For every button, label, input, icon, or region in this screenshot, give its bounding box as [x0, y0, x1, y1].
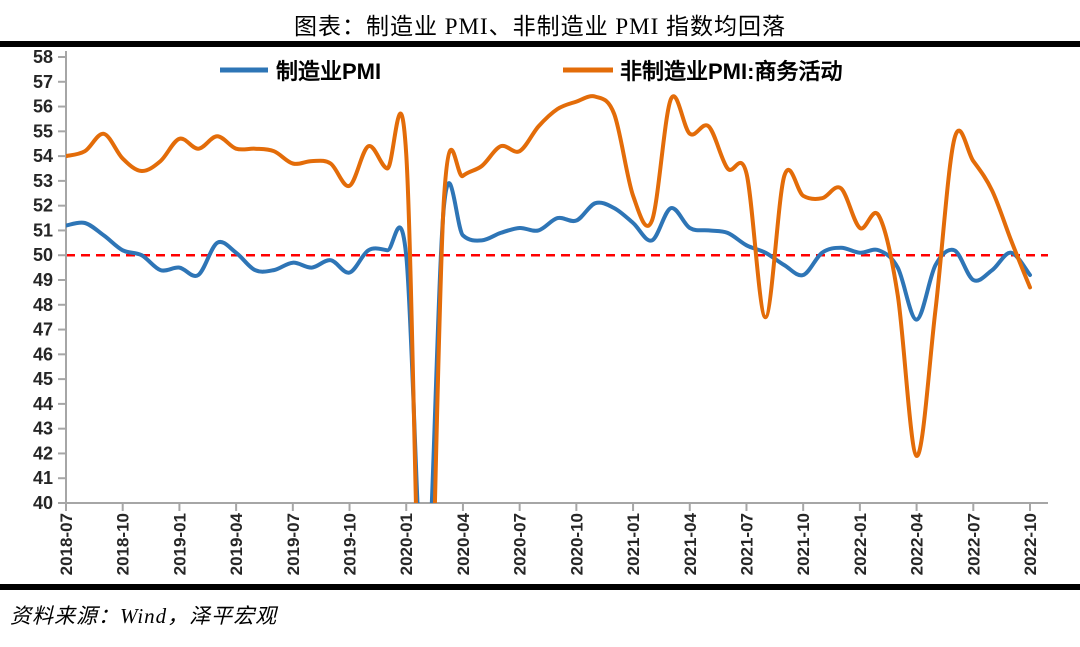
chart-title: 图表：制造业 PMI、非制造业 PMI 指数均回落 [293, 14, 787, 39]
x-tick-label: 2019-10 [341, 513, 360, 575]
legend-label-manufacturing-pmi: 制造业PMI [276, 59, 381, 84]
y-tick-label: 40 [33, 493, 53, 513]
series-line-1 [66, 94, 1032, 503]
y-tick-label: 47 [33, 320, 53, 340]
y-axis: 40 41 42 43 44 45 46 47 48 49 50 51 52 53 54 55 56 57 58 [33, 47, 67, 513]
y-tick-label: 44 [33, 394, 53, 414]
y-tick-label: 43 [33, 419, 53, 439]
legend-label-nonmanufacturing-pmi: 非制造业PMI:商务活动 [620, 59, 842, 84]
x-tick-label: 2021-10 [794, 513, 813, 575]
x-tick-label: 2022-04 [908, 512, 927, 575]
source-note: 资料来源：Wind，泽平宏观 [10, 604, 278, 628]
y-tick-label: 41 [33, 468, 53, 488]
x-tick-label: 2018-07 [57, 513, 76, 575]
series-lines [66, 94, 1032, 503]
series-line-0 [66, 181, 1032, 503]
y-tick-label: 57 [33, 72, 53, 92]
y-tick-label: 53 [33, 171, 53, 191]
bottom-divider [0, 584, 1080, 590]
y-tick-label: 42 [33, 443, 53, 463]
x-tick-label: 2022-10 [1021, 513, 1040, 575]
x-tick-label: 2019-04 [227, 512, 246, 575]
y-tick-label: 51 [33, 220, 53, 240]
x-tick-label: 2020-04 [454, 512, 473, 575]
top-divider [0, 41, 1080, 47]
y-tick-label: 52 [33, 196, 53, 216]
y-tick-label: 54 [33, 146, 53, 166]
y-tick-label: 46 [33, 344, 53, 364]
y-tick-label: 49 [33, 270, 53, 290]
y-tick-label: 56 [33, 97, 53, 117]
x-tick-label: 2021-01 [624, 513, 643, 575]
y-tick-label: 55 [33, 121, 53, 141]
x-tick-label: 2020-07 [511, 513, 530, 575]
x-tick-label: 2019-07 [284, 513, 303, 575]
y-tick-label: 58 [33, 47, 53, 67]
x-tick-label: 2022-01 [851, 513, 870, 575]
x-tick-label: 2020-10 [567, 513, 586, 575]
x-tick-label: 2021-07 [737, 513, 756, 575]
x-tick-label: 2021-04 [681, 512, 700, 575]
y-tick-label: 50 [33, 245, 53, 265]
x-tick-label: 2018-10 [114, 513, 133, 575]
y-tick-label: 45 [33, 369, 53, 389]
x-tick-label: 2022-07 [964, 513, 983, 575]
legend: 制造业PMI 非制造业PMI:商务活动 [220, 59, 842, 84]
x-axis: 2018-07 2018-10 2019-01 2019-04 2019-07 2019-… [57, 502, 1048, 575]
x-tick-label: 2020-01 [397, 513, 416, 575]
x-tick-label: 2019-01 [170, 513, 189, 575]
y-tick-label: 48 [33, 295, 53, 315]
